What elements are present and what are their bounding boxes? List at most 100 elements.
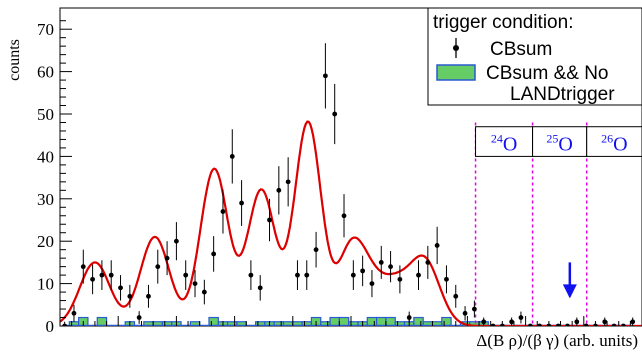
y-tick-label: 60	[37, 63, 54, 82]
data-point	[192, 281, 198, 286]
data-point	[136, 315, 142, 320]
data-point	[611, 323, 617, 326]
data-point	[509, 319, 515, 325]
data-point	[490, 323, 496, 326]
data-point	[201, 289, 207, 295]
data-point	[127, 293, 133, 299]
data-point	[248, 272, 254, 278]
region-labels: 24O 25O 26O	[475, 126, 642, 157]
histogram-bin	[441, 316, 452, 326]
data-point	[555, 323, 561, 326]
data-point	[583, 323, 589, 326]
data-point	[481, 319, 487, 325]
data-point	[257, 285, 263, 291]
data-point	[267, 217, 272, 223]
data-point	[527, 323, 533, 326]
data-point	[71, 310, 77, 316]
data-point	[276, 187, 282, 193]
histogram-bin	[208, 316, 219, 326]
data-point	[239, 200, 244, 206]
data-point	[444, 276, 449, 282]
data-point	[220, 209, 226, 214]
data-point	[388, 264, 393, 270]
y-tick-label: 20	[37, 232, 54, 251]
data-point	[183, 272, 189, 278]
data-point	[229, 154, 235, 159]
y-tick-label: 70	[37, 20, 54, 39]
data-point	[360, 268, 366, 274]
data-point	[620, 323, 626, 326]
histogram-bin	[96, 316, 108, 326]
fit-line	[60, 120, 642, 326]
legend-nolandtrigger-label-line2: LANDtrigger	[510, 84, 615, 105]
data-point	[630, 319, 636, 325]
y-tick-label: 0	[46, 317, 55, 336]
y-tick-label: 10	[37, 275, 54, 294]
data-point	[313, 247, 319, 253]
histogram-bin	[338, 316, 350, 326]
data-point	[62, 323, 68, 326]
data-point	[99, 272, 105, 278]
data-point	[295, 272, 300, 278]
data-point	[574, 319, 580, 325]
data-point	[322, 73, 328, 79]
data-point	[462, 310, 468, 316]
data-point	[350, 272, 356, 278]
data-point	[453, 293, 459, 299]
data-point	[155, 264, 161, 270]
legend-nolandtrigger-swatch	[436, 64, 476, 81]
data-point	[416, 272, 421, 278]
data-point	[80, 264, 86, 270]
y-tick-label: 40	[37, 147, 54, 166]
data-point	[108, 272, 114, 278]
data-point	[602, 319, 608, 325]
histogram-bin	[329, 316, 340, 326]
data-point	[434, 243, 440, 248]
histogram-bin	[376, 316, 387, 326]
data-point	[565, 323, 570, 326]
data-point	[304, 272, 310, 278]
y-axis: 0 10 20 30 40 50 60 70	[37, 20, 72, 336]
region-label-box	[532, 126, 588, 157]
legend-box	[427, 7, 642, 106]
data-point	[471, 306, 477, 312]
fit-curve	[60, 120, 642, 326]
legend-cbsum-marker	[453, 45, 459, 51]
data-point	[397, 276, 403, 282]
histogram-bin	[413, 316, 424, 326]
data-point	[537, 323, 542, 326]
legend-title: trigger condition:	[433, 12, 573, 33]
data-point	[378, 260, 384, 265]
data-point	[332, 111, 338, 117]
y-tick-label: 50	[37, 105, 54, 124]
data-point	[146, 293, 151, 299]
region-label: 24O	[491, 131, 517, 155]
data-point	[90, 276, 95, 282]
data-points	[62, 43, 636, 326]
data-point	[118, 285, 123, 291]
data-point	[341, 213, 347, 219]
region-lines	[474, 122, 588, 326]
data-point	[211, 251, 217, 257]
data-point	[369, 281, 375, 286]
region-label-box	[586, 126, 642, 157]
data-point	[425, 260, 431, 265]
arrow-head	[562, 284, 577, 299]
histogram-bin	[385, 316, 396, 326]
region-label: 26O	[601, 131, 627, 155]
region-label: 25O	[546, 131, 572, 155]
data-point	[164, 255, 170, 261]
data-point	[285, 179, 291, 185]
legend-nolandtrigger-label-line1: CBsum && No	[486, 63, 608, 84]
data-point	[174, 238, 179, 244]
legend: trigger condition: CBsum CBsum && No LAN…	[427, 7, 642, 106]
arrow-marker	[562, 262, 577, 299]
data-point	[518, 315, 524, 320]
legend-cbsum-label: CBsum	[490, 39, 552, 60]
x-axis-label: Δ(B ρ)/(β γ) (arb. units)	[476, 331, 638, 350]
y-axis-label: counts	[6, 39, 23, 81]
histogram-bin	[366, 316, 378, 326]
x-axis	[59, 316, 642, 326]
y-tick-label: 30	[37, 190, 54, 209]
